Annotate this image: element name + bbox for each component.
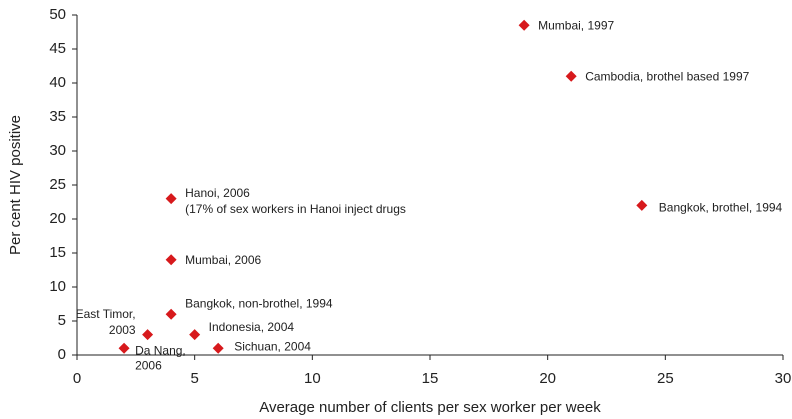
point xyxy=(165,308,177,320)
x-tick-label: 5 xyxy=(190,370,198,387)
y-tick-label: 15 xyxy=(49,244,66,261)
point-label: Sichuan, 2004 xyxy=(234,339,311,353)
y-tick-label: 35 xyxy=(49,108,66,125)
x-tick-label: 10 xyxy=(304,370,321,387)
point xyxy=(118,342,130,354)
y-tick-label: 10 xyxy=(49,278,66,295)
y-tick-label: 25 xyxy=(49,176,66,193)
point xyxy=(565,70,577,82)
point-label: (17% of sex workers in Hanoi inject drug… xyxy=(185,202,406,216)
point xyxy=(189,329,201,341)
point-label: Cambodia, brothel based 1997 xyxy=(585,69,749,83)
point-label: Hanoi, 2006 xyxy=(185,186,250,200)
x-tick-label: 20 xyxy=(539,370,556,387)
point-label: Da Nang, xyxy=(135,343,186,357)
point-label: 2003 xyxy=(109,323,136,337)
x-tick-label: 15 xyxy=(422,370,439,387)
y-axis-title: Per cent HIV positive xyxy=(7,115,24,255)
point-label: Mumbai, 1997 xyxy=(538,18,614,32)
y-tick-label: 30 xyxy=(49,142,66,159)
y-tick-label: 40 xyxy=(49,74,66,91)
point xyxy=(165,254,177,266)
point xyxy=(636,199,648,211)
y-tick-label: 20 xyxy=(49,210,66,227)
x-tick-label: 25 xyxy=(657,370,674,387)
point xyxy=(142,329,154,341)
y-tick-label: 0 xyxy=(58,346,66,363)
point xyxy=(212,342,224,354)
point-label: Mumbai, 2006 xyxy=(185,253,261,267)
y-tick-label: 50 xyxy=(49,6,66,23)
x-tick-label: 30 xyxy=(775,370,792,387)
y-tick-label: 5 xyxy=(58,312,66,329)
point-label: East Timor, xyxy=(76,307,136,321)
point-label: Bangkok, brothel, 1994 xyxy=(659,201,783,215)
x-tick-label: 0 xyxy=(73,370,81,387)
point-label: 2006 xyxy=(135,358,162,372)
point xyxy=(165,193,177,205)
point xyxy=(518,19,530,31)
x-axis-title: Average number of clients per sex worker… xyxy=(259,399,601,416)
point-label: Indonesia, 2004 xyxy=(209,320,295,334)
point-label: Bangkok, non-brothel, 1994 xyxy=(185,296,333,310)
y-tick-label: 45 xyxy=(49,40,66,57)
